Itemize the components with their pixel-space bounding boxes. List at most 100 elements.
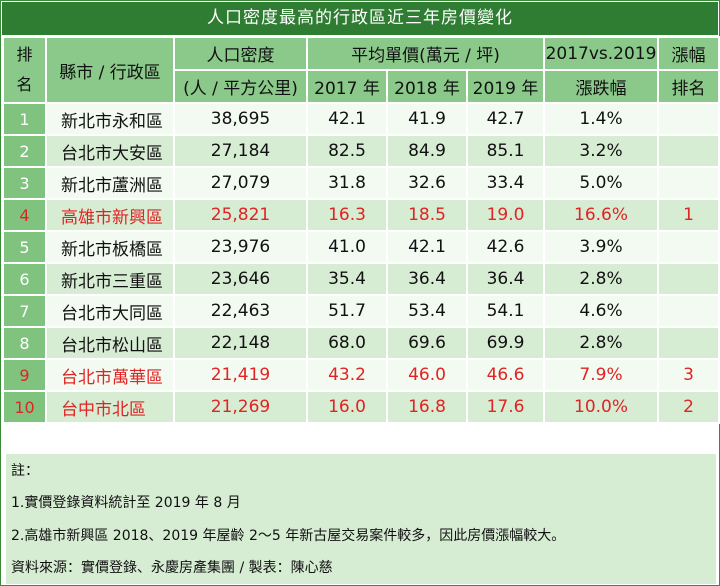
row-district: 新北市永和區 bbox=[45, 102, 175, 136]
header-district: 縣市 / 行政區 bbox=[45, 36, 175, 104]
row-number: 8 bbox=[2, 326, 47, 360]
row-number: 2 bbox=[2, 134, 47, 168]
row-price-2018: 46.0 bbox=[386, 358, 468, 392]
row-district: 台北市大安區 bbox=[45, 134, 175, 168]
row-price-2018: 32.6 bbox=[386, 166, 468, 200]
row-price-2018: 41.9 bbox=[386, 102, 468, 136]
row-number: 1 bbox=[2, 102, 47, 136]
row-density: 27,184 bbox=[173, 134, 308, 168]
table-row: 2 台北市大安區 27,184 82.5 84.9 85.1 3.2% bbox=[2, 134, 720, 168]
header-density: 人口密度 bbox=[173, 36, 308, 71]
row-growth-rank bbox=[657, 134, 720, 168]
row-price-2018: 53.4 bbox=[386, 294, 468, 328]
row-number: 9 bbox=[2, 358, 47, 392]
row-change: 4.6% bbox=[543, 294, 660, 328]
row-price-2017: 42.1 bbox=[306, 102, 388, 136]
table-row: 3 新北市蘆洲區 27,079 31.8 32.6 33.4 5.0% bbox=[2, 166, 720, 200]
table-row-highlighted: 9 台北市萬華區 21,419 43.2 46.0 46.6 7.9% 3 bbox=[2, 358, 720, 392]
row-district: 新北市蘆洲區 bbox=[45, 166, 175, 200]
row-price-2017: 16.0 bbox=[306, 390, 388, 424]
row-growth-rank bbox=[657, 326, 720, 360]
row-district: 新北市板橋區 bbox=[45, 230, 175, 264]
row-price-2018: 16.8 bbox=[386, 390, 468, 424]
row-change: 3.2% bbox=[543, 134, 660, 168]
row-price-2019: 85.1 bbox=[465, 134, 546, 168]
row-growth-rank bbox=[657, 102, 720, 136]
table-row: 7 台北市大同區 22,463 51.7 53.4 54.1 4.6% bbox=[2, 294, 720, 328]
row-district: 新北市三重區 bbox=[45, 262, 175, 296]
header-2017: 2017 年 bbox=[306, 69, 388, 104]
row-density: 22,148 bbox=[173, 326, 308, 360]
row-density: 22,463 bbox=[173, 294, 308, 328]
row-density: 25,821 bbox=[173, 198, 308, 232]
row-price-2018: 69.6 bbox=[386, 326, 468, 360]
row-number: 6 bbox=[2, 262, 47, 296]
price-table: 排名 縣市 / 行政區 人口密度 平均單價(萬元 / 坪) 2017vs.201… bbox=[2, 36, 720, 424]
row-price-2019: 46.6 bbox=[465, 358, 546, 392]
row-growth-rank: 1 bbox=[657, 198, 720, 232]
table-row: 8 台北市松山區 22,148 68.0 69.6 69.9 2.8% bbox=[2, 326, 720, 360]
row-price-2018: 18.5 bbox=[386, 198, 468, 232]
row-price-2018: 42.1 bbox=[386, 230, 468, 264]
header-rank: 排名 bbox=[2, 36, 47, 104]
row-price-2017: 82.5 bbox=[306, 134, 388, 168]
row-price-2019: 17.6 bbox=[465, 390, 546, 424]
row-growth-rank bbox=[657, 294, 720, 328]
header-2019: 2019 年 bbox=[465, 69, 546, 104]
table-row: 5 新北市板橋區 23,976 41.0 42.1 42.6 3.9% bbox=[2, 230, 720, 264]
row-price-2018: 36.4 bbox=[386, 262, 468, 296]
row-density: 21,269 bbox=[173, 390, 308, 424]
header-growth-rank-sub: 排名 bbox=[657, 69, 720, 104]
row-number: 3 bbox=[2, 166, 47, 200]
table-row-highlighted: 4 高雄市新興區 25,821 16.3 18.5 19.0 16.6% 1 bbox=[2, 198, 720, 232]
table-title: 人口密度最高的行政區近三年房價變化 bbox=[2, 2, 718, 35]
header-density-unit: (人 / 平方公里) bbox=[173, 69, 308, 104]
row-density: 27,079 bbox=[173, 166, 308, 200]
row-change: 10.0% bbox=[543, 390, 660, 424]
notes-panel: 註： 1.實價登錄資料統計至 2019 年 8 月 2.高雄市新興區 2018、… bbox=[6, 454, 716, 584]
row-number: 7 bbox=[2, 294, 47, 328]
table-row: 6 新北市三重區 23,646 35.4 36.4 36.4 2.8% bbox=[2, 262, 720, 296]
table-row: 1 新北市永和區 38,695 42.1 41.9 42.7 1.4% bbox=[2, 102, 720, 136]
header-change-sub: 漲跌幅 bbox=[543, 69, 660, 104]
header-growth-rank: 漲幅 bbox=[657, 36, 720, 71]
header-row-1: 排名 縣市 / 行政區 人口密度 平均單價(萬元 / 坪) 2017vs.201… bbox=[2, 36, 720, 104]
row-growth-rank bbox=[657, 166, 720, 200]
row-change: 2.8% bbox=[543, 326, 660, 360]
header-avg-price: 平均單價(萬元 / 坪) bbox=[305, 36, 546, 71]
row-number: 5 bbox=[2, 230, 47, 264]
row-price-2019: 36.4 bbox=[465, 262, 546, 296]
row-price-2019: 42.7 bbox=[465, 102, 546, 136]
row-district: 台中市北區 bbox=[45, 390, 175, 424]
header-rank-text: 排名 bbox=[16, 45, 33, 94]
row-growth-rank: 2 bbox=[657, 390, 720, 424]
row-density: 21,419 bbox=[173, 358, 308, 392]
row-price-2019: 69.9 bbox=[465, 326, 546, 360]
source-credit: 資料來源：實價登錄、永慶房產集團 / 製表：陳心慈 bbox=[11, 560, 333, 576]
row-growth-rank: 3 bbox=[657, 358, 720, 392]
row-price-2017: 31.8 bbox=[306, 166, 388, 200]
row-density: 23,976 bbox=[173, 230, 308, 264]
row-price-2017: 35.4 bbox=[306, 262, 388, 296]
row-district: 台北市萬華區 bbox=[45, 358, 175, 392]
row-growth-rank bbox=[657, 230, 720, 264]
table-row-highlighted: 10 台中市北區 21,269 16.0 16.8 17.6 10.0% 2 bbox=[2, 390, 720, 424]
row-price-2017: 41.0 bbox=[306, 230, 388, 264]
row-district: 台北市松山區 bbox=[45, 326, 175, 360]
row-change: 3.9% bbox=[543, 230, 660, 264]
row-price-2019: 42.6 bbox=[465, 230, 546, 264]
row-change: 2.8% bbox=[543, 262, 660, 296]
row-district: 高雄市新興區 bbox=[45, 198, 175, 232]
row-change: 5.0% bbox=[543, 166, 660, 200]
header-row-2: (人 / 平方公里) 2017 年 2018 年 2019 年 漲跌幅 排名 bbox=[3, 69, 720, 104]
row-price-2018: 84.9 bbox=[386, 134, 468, 168]
row-price-2017: 51.7 bbox=[306, 294, 388, 328]
header-2018: 2018 年 bbox=[386, 69, 468, 104]
row-change: 1.4% bbox=[543, 102, 660, 136]
row-price-2017: 43.2 bbox=[306, 358, 388, 392]
row-change: 16.6% bbox=[543, 198, 660, 232]
row-price-2017: 68.0 bbox=[306, 326, 388, 360]
row-number: 10 bbox=[2, 390, 47, 424]
row-growth-rank bbox=[657, 262, 720, 296]
